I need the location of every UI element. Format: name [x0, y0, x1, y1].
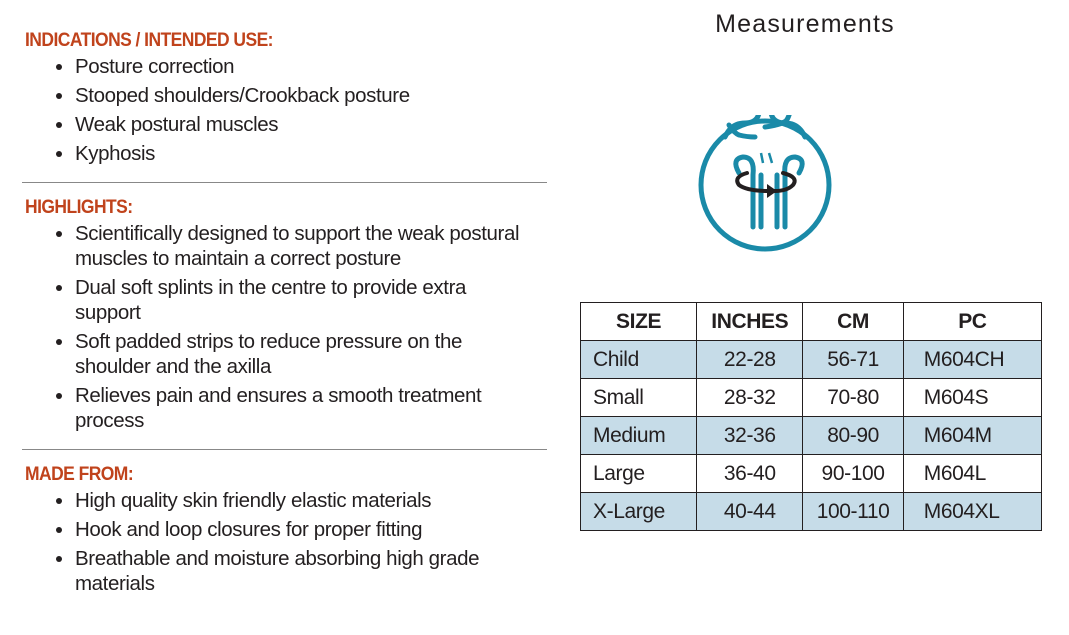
- table-row: X-Large 40-44 100-110 M604XL: [579, 492, 1043, 531]
- table-cell: 90-100: [802, 454, 904, 493]
- bullet-item: Relieves pain and ensures a smooth treat…: [56, 383, 520, 433]
- column-header: SIZE: [579, 302, 698, 341]
- table-cell: M604S: [902, 378, 1043, 417]
- section: MADE FROM: High quality skin friendly ela…: [22, 464, 547, 612]
- section-heading: MADE FROM:: [25, 464, 134, 485]
- table-cell: M604L: [902, 454, 1043, 493]
- bullet-item: Posture correction: [56, 54, 520, 79]
- table-row: Child 22-28 56-71 M604CH: [579, 340, 1043, 379]
- bullet-item: Stooped shoulders/Crookback posture: [56, 83, 520, 108]
- table-cell: M604M: [902, 416, 1043, 455]
- table-cell: 70-80: [802, 378, 904, 417]
- table-cell: M604CH: [902, 340, 1043, 379]
- bullet-item: Weak postural muscles: [56, 112, 520, 137]
- bullet-list: Scientifically designed to support the w…: [22, 221, 520, 433]
- column-header: PC: [902, 302, 1043, 341]
- table-cell: Medium: [579, 416, 698, 455]
- table-cell: Child: [579, 340, 698, 379]
- table-cell: Large: [579, 454, 698, 493]
- table-cell: X-Large: [579, 492, 698, 531]
- table-row: Small 28-32 70-80 M604S: [579, 378, 1043, 417]
- table-body: Child 22-28 56-71 M604CH Small 28-32 70-80 M604…: [579, 340, 1043, 531]
- table-cell: M604XL: [902, 492, 1043, 531]
- size-table: SIZE INCHES CM PC Child 22-28 56-71 M604CH Small…: [579, 302, 1043, 531]
- bullet-item: Hook and loop closures for proper fittin…: [56, 517, 520, 542]
- section-heading: INDICATIONS / INTENDED USE:: [25, 30, 274, 51]
- measurement-icon: [698, 115, 832, 252]
- bullet-item: Kyphosis: [56, 141, 520, 166]
- section: INDICATIONS / INTENDED USE: Posture corre…: [22, 30, 547, 183]
- section: HIGHLIGHTS: Scientifically designed to su…: [22, 197, 547, 450]
- table-cell: 100-110: [802, 492, 904, 531]
- table-cell: Small: [579, 378, 698, 417]
- table-cell: 56-71: [802, 340, 904, 379]
- table-cell: 28-32: [696, 378, 804, 417]
- bullet-item: Soft padded strips to reduce pressure on…: [56, 329, 520, 379]
- table-row: Large 36-40 90-100 M604L: [579, 454, 1043, 493]
- header-row: SIZE INCHES CM PC: [579, 302, 1043, 341]
- info-column: INDICATIONS / INTENDED USE: Posture corre…: [22, 30, 547, 626]
- table-cell: 22-28: [696, 340, 804, 379]
- column-header: CM: [802, 302, 904, 341]
- measurements-title: Measurements: [715, 10, 895, 38]
- column-header: INCHES: [696, 302, 804, 341]
- bullet-item: Breathable and moisture absorbing high g…: [56, 546, 520, 596]
- bullet-list: Posture correction Stooped shoulders/Croo…: [22, 54, 520, 166]
- table-cell: 32-36: [696, 416, 804, 455]
- bullet-item: High quality skin friendly elastic mater…: [56, 488, 520, 513]
- table-cell: 40-44: [696, 492, 804, 531]
- bullet-item: Dual soft splints in the centre to provi…: [56, 275, 520, 325]
- table-cell: 36-40: [696, 454, 804, 493]
- table-cell: 80-90: [802, 416, 904, 455]
- table-row: Medium 32-36 80-90 M604M: [579, 416, 1043, 455]
- bullet-item: Scientifically designed to support the w…: [56, 222, 520, 270]
- section-heading: HIGHLIGHTS:: [25, 197, 133, 218]
- bullet-list: High quality skin friendly elastic mater…: [22, 488, 520, 596]
